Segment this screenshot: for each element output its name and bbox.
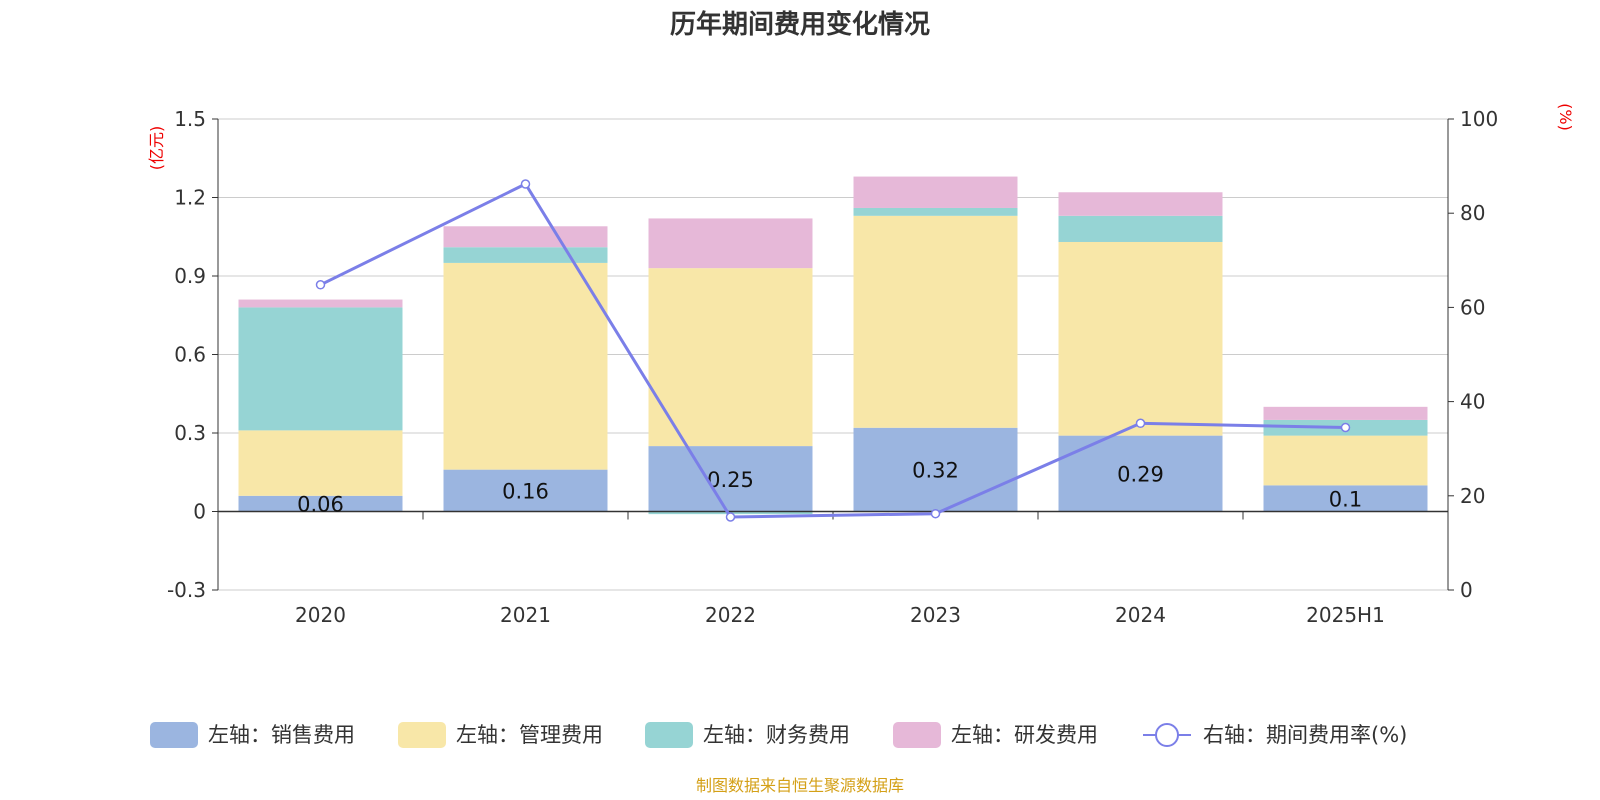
rate-point — [315, 280, 326, 290]
right-tick-label: 40 — [1460, 390, 1485, 414]
chart-title: 历年期间费用变化情况 — [670, 9, 930, 40]
bar-series-1 — [1263, 435, 1428, 486]
bar-series-0 — [853, 427, 1018, 512]
bar-series-3 — [853, 176, 1018, 208]
bar-series-0 — [648, 446, 813, 512]
bar-data-label: 0.16 — [502, 480, 549, 504]
bar-series-2 — [443, 247, 608, 263]
bar-data-label: 0.25 — [707, 468, 754, 492]
legend-swatch — [398, 722, 446, 748]
left-tick-label: 0.3 — [174, 421, 206, 445]
legend-label: 右轴：期间费用率(%) — [1203, 723, 1407, 747]
bar-series-2 — [853, 207, 1018, 216]
bar-labels: 0.06 0.16 0.25 0.32 0.29 0.1 — [297, 459, 1362, 517]
legend-label: 左轴：销售费用 — [208, 723, 355, 747]
bar-data-label: 0.1 — [1329, 487, 1362, 511]
axes: -0.3 0 0.3 0.6 0.9 1.2 1.5 0 20 40 60 80 100 2020 2021… — [167, 107, 1498, 627]
x-tick-label: 2020 — [295, 603, 346, 627]
bar-series-1 — [853, 215, 1018, 428]
left-tick-label: 0.9 — [174, 264, 206, 288]
bar-series-3 — [1058, 192, 1223, 216]
rate-point — [1340, 422, 1351, 433]
rate-line — [315, 179, 1351, 522]
right-tick-label: 0 — [1460, 578, 1473, 602]
legend-label: 左轴：财务费用 — [703, 723, 850, 747]
legend-swatch — [645, 722, 693, 748]
bar-series-0 — [1263, 485, 1428, 512]
right-tick-label: 80 — [1460, 201, 1485, 225]
bar-series-1 — [443, 262, 608, 470]
bar-series-2 — [238, 307, 403, 431]
rate-point — [520, 179, 531, 189]
x-tick-label: 2024 — [1115, 603, 1166, 627]
bar-data-label: 0.06 — [297, 493, 344, 517]
left-tick-label: 0 — [193, 500, 206, 524]
legend-marker — [1155, 723, 1179, 747]
bar-series-3 — [443, 226, 608, 248]
bar-series-0 — [238, 495, 403, 512]
left-tick-label: 1.5 — [174, 107, 206, 131]
bars — [238, 176, 1428, 515]
legend: 左轴：销售费用 左轴：管理费用 左轴：财务费用 左轴：研发费用 右轴：期间费用率(%) — [150, 722, 1407, 748]
right-tick-label: 20 — [1460, 484, 1485, 508]
bar-series-1 — [648, 268, 813, 447]
bar-series-3 — [238, 299, 403, 308]
bar-data-label: 0.32 — [912, 459, 959, 483]
x-tick-label: 2025H1 — [1306, 603, 1385, 627]
rate-point — [1135, 418, 1146, 429]
bar-data-label: 0.29 — [1117, 463, 1164, 487]
rate-point — [725, 512, 736, 522]
right-tick-label: 100 — [1460, 107, 1498, 131]
left-tick-label: -0.3 — [167, 578, 206, 602]
left-tick-label: 1.2 — [174, 186, 206, 210]
rate-line-path — [319, 182, 1346, 519]
left-axis-unit: (亿元) — [147, 126, 166, 171]
legend-label: 左轴：管理费用 — [456, 723, 603, 747]
legend-swatch — [150, 722, 198, 748]
right-axis-unit: (%) — [1556, 103, 1575, 131]
bar-series-0 — [443, 469, 608, 512]
right-tick-label: 60 — [1460, 295, 1485, 319]
legend-swatch — [893, 722, 941, 748]
bar-series-1 — [1058, 241, 1223, 436]
bar-series-3 — [648, 218, 813, 269]
bar-series-3 — [1263, 406, 1428, 420]
x-tick-label: 2021 — [500, 603, 551, 627]
left-tick-label: 0.6 — [174, 343, 206, 367]
rate-point — [930, 508, 941, 519]
bar-series-1 — [238, 430, 403, 496]
x-tick-label: 2022 — [705, 603, 756, 627]
legend-label: 左轴：研发费用 — [951, 723, 1098, 747]
grid-lines — [218, 118, 1448, 591]
source-note: 制图数据来自恒生聚源数据库 — [696, 776, 904, 795]
x-tick-label: 2023 — [910, 603, 961, 627]
bar-series-2 — [1058, 215, 1223, 242]
